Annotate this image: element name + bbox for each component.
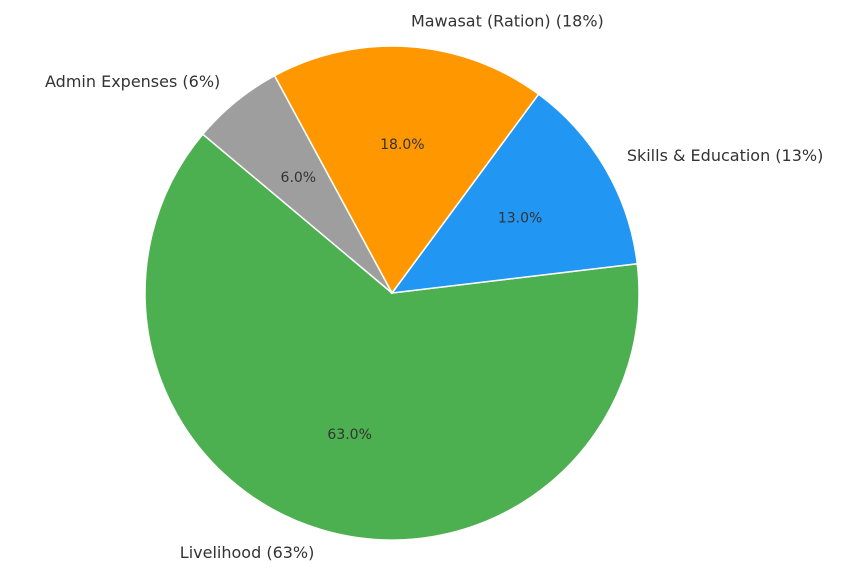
- pie-slice: [144, 133, 640, 541]
- slice-value-label: 6.0%: [281, 170, 317, 186]
- slice-value-label: 63.0%: [327, 427, 371, 443]
- slice-value-label: 13.0%: [498, 210, 542, 226]
- slice-label: Skills & Education (13%): [627, 146, 824, 165]
- pie-slice: [201, 74, 393, 294]
- slice-label: Livelihood (63%): [180, 543, 315, 562]
- slice-label: Admin Expenses (6%): [45, 72, 220, 91]
- slice-value-label: 18.0%: [380, 137, 424, 153]
- pie-slice: [390, 93, 639, 294]
- slice-label: Mawasat (Ration) (18%): [411, 11, 604, 30]
- pie-slice: [273, 45, 540, 295]
